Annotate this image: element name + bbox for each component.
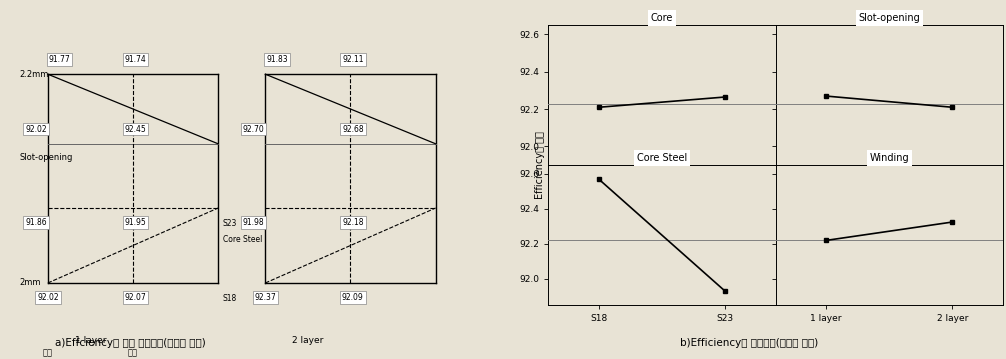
- Text: 2mm: 2mm: [19, 279, 41, 288]
- Text: 1 layer: 1 layer: [74, 336, 107, 345]
- Text: 92.02: 92.02: [25, 125, 47, 134]
- Text: 92.70: 92.70: [242, 125, 265, 134]
- Text: b)Efficiency의 주효과도(데이터 평균): b)Efficiency의 주효과도(데이터 평균): [680, 338, 819, 348]
- Text: S23: S23: [222, 219, 237, 228]
- Text: 2 layer: 2 layer: [293, 336, 324, 345]
- Text: 91.77: 91.77: [49, 55, 70, 64]
- Text: 92.09: 92.09: [342, 293, 364, 302]
- Text: 92.18: 92.18: [342, 218, 363, 227]
- Text: 리벳: 리벳: [43, 348, 53, 357]
- Text: 중전: 중전: [128, 348, 138, 357]
- Text: S18: S18: [222, 294, 237, 303]
- Title: Winding: Winding: [869, 153, 909, 163]
- Text: Slot-opening: Slot-opening: [19, 153, 72, 162]
- Text: 2.2mm: 2.2mm: [19, 70, 49, 79]
- Text: a)Effciency에 대한 입방체도(데이터 평균): a)Effciency에 대한 입방체도(데이터 평균): [55, 338, 206, 348]
- Text: 92.11: 92.11: [342, 55, 363, 64]
- Text: 92.68: 92.68: [342, 125, 363, 134]
- Text: Core Steel: Core Steel: [222, 235, 263, 244]
- Text: 92.07: 92.07: [125, 293, 146, 302]
- Text: Efficiency의 평균: Efficiency의 평균: [535, 131, 545, 199]
- Text: 91.95: 91.95: [125, 218, 146, 227]
- Text: 91.86: 91.86: [25, 218, 47, 227]
- Title: Slot-opening: Slot-opening: [858, 13, 920, 23]
- Text: 92.37: 92.37: [255, 293, 277, 302]
- Text: 92.02: 92.02: [37, 293, 58, 302]
- Text: 91.98: 91.98: [242, 218, 265, 227]
- Text: 91.83: 91.83: [267, 55, 288, 64]
- Text: 91.74: 91.74: [125, 55, 146, 64]
- Title: Core: Core: [651, 13, 673, 23]
- Title: Core Steel: Core Steel: [637, 153, 687, 163]
- Text: 92.45: 92.45: [125, 125, 146, 134]
